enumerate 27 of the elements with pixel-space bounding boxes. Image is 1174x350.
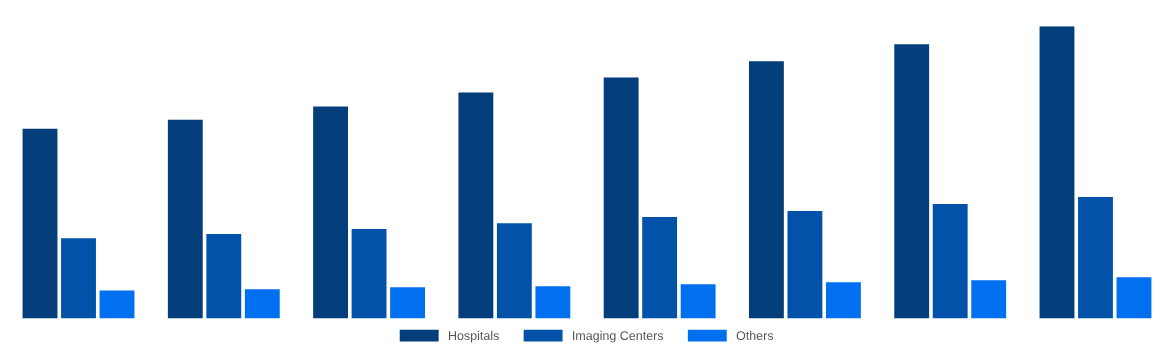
legend-label: Others xyxy=(736,330,774,341)
bar xyxy=(206,234,242,319)
bar xyxy=(971,280,1007,319)
bar xyxy=(496,223,532,319)
bar xyxy=(61,238,96,319)
bar xyxy=(894,44,930,319)
bar xyxy=(748,61,784,319)
bar xyxy=(825,282,861,319)
bar xyxy=(535,286,571,319)
bar xyxy=(1078,196,1113,319)
bar xyxy=(313,106,349,319)
bar xyxy=(642,217,678,319)
bar xyxy=(787,210,823,319)
bar xyxy=(99,290,135,319)
legend-label: Hospitals xyxy=(448,330,499,343)
bar xyxy=(22,128,58,319)
bar xyxy=(932,203,968,319)
bar xyxy=(244,289,280,319)
legend-label: Imaging Centers xyxy=(573,330,664,343)
bar xyxy=(680,284,716,319)
bar xyxy=(603,77,639,319)
bar xyxy=(390,287,426,319)
bar xyxy=(167,119,203,319)
bar xyxy=(351,229,387,319)
bar xyxy=(1116,277,1152,319)
bar xyxy=(1039,26,1075,319)
bar xyxy=(458,92,494,319)
